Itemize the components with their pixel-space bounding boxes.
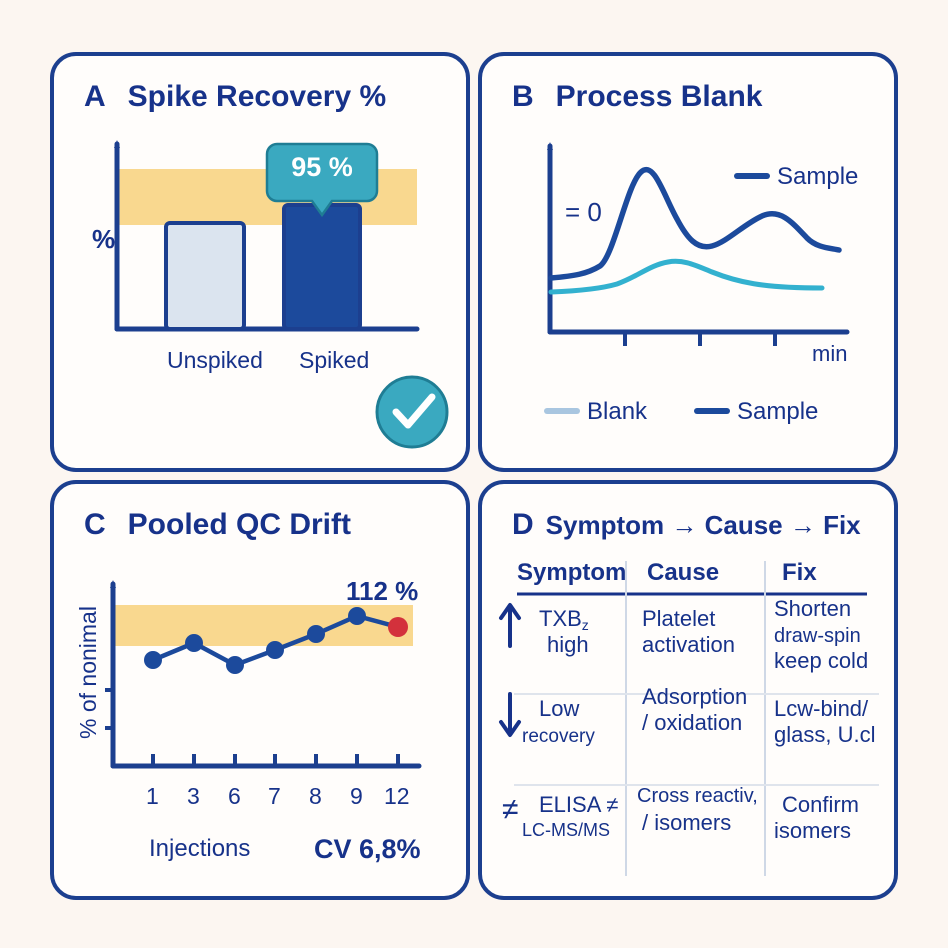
svg-text:Unspiked: Unspiked <box>167 347 263 373</box>
svg-text:keep cold: keep cold <box>774 648 868 673</box>
svg-text:glass, U.cl: glass, U.cl <box>774 722 875 747</box>
svg-text:Platelet: Platelet <box>642 606 715 631</box>
svg-text:Blank: Blank <box>587 398 648 425</box>
svg-text:isomers: isomers <box>774 818 851 843</box>
svg-text:Cause: Cause <box>647 559 719 586</box>
svg-text:Fix: Fix <box>782 559 817 586</box>
svg-text:6: 6 <box>228 783 241 809</box>
svg-text:9: 9 <box>350 783 363 809</box>
svg-text:≠: ≠ <box>502 793 518 826</box>
svg-text:%: % <box>92 224 115 254</box>
svg-text:high: high <box>547 632 589 657</box>
svg-text:/ oxidation: / oxidation <box>642 710 742 735</box>
svg-text:8: 8 <box>309 783 322 809</box>
svg-text:activation: activation <box>642 632 735 657</box>
svg-text:/ isomers: / isomers <box>642 810 731 835</box>
svg-text:TXBz: TXBz <box>539 606 589 633</box>
svg-text:ELISA ≠: ELISA ≠ <box>539 792 618 817</box>
svg-text:Confirm: Confirm <box>782 792 859 817</box>
svg-text:draw-spin: draw-spin <box>774 625 861 647</box>
svg-text:Sample: Sample <box>777 163 858 190</box>
svg-text:7: 7 <box>268 783 281 809</box>
svg-text:Spiked: Spiked <box>299 347 369 373</box>
svg-text:recovery: recovery <box>522 726 595 747</box>
svg-text:Shorten: Shorten <box>774 596 851 621</box>
svg-text:= 0: = 0 <box>565 197 602 227</box>
svg-text:CV 6,8%: CV 6,8% <box>314 834 421 864</box>
svg-text:LC-MS/MS: LC-MS/MS <box>522 820 610 840</box>
svg-text:Sample: Sample <box>737 398 818 425</box>
svg-text:Lcw-bind/: Lcw-bind/ <box>774 696 869 721</box>
svg-text:Symptom: Symptom <box>517 559 626 586</box>
svg-text:112 %: 112 % <box>346 576 418 606</box>
svg-text:min: min <box>812 341 847 366</box>
svg-text:Adsorption: Adsorption <box>642 684 747 709</box>
svg-text:% of nonimal: % of nonimal <box>75 606 101 739</box>
svg-text:95 %: 95 % <box>291 152 353 182</box>
svg-text:3: 3 <box>187 783 200 809</box>
svg-text:Injections: Injections <box>149 835 250 862</box>
svg-text:Cross reactiv,: Cross reactiv, <box>637 785 758 807</box>
svg-text:1: 1 <box>146 783 159 809</box>
svg-text:Low: Low <box>539 696 579 721</box>
svg-text:12: 12 <box>384 783 410 809</box>
